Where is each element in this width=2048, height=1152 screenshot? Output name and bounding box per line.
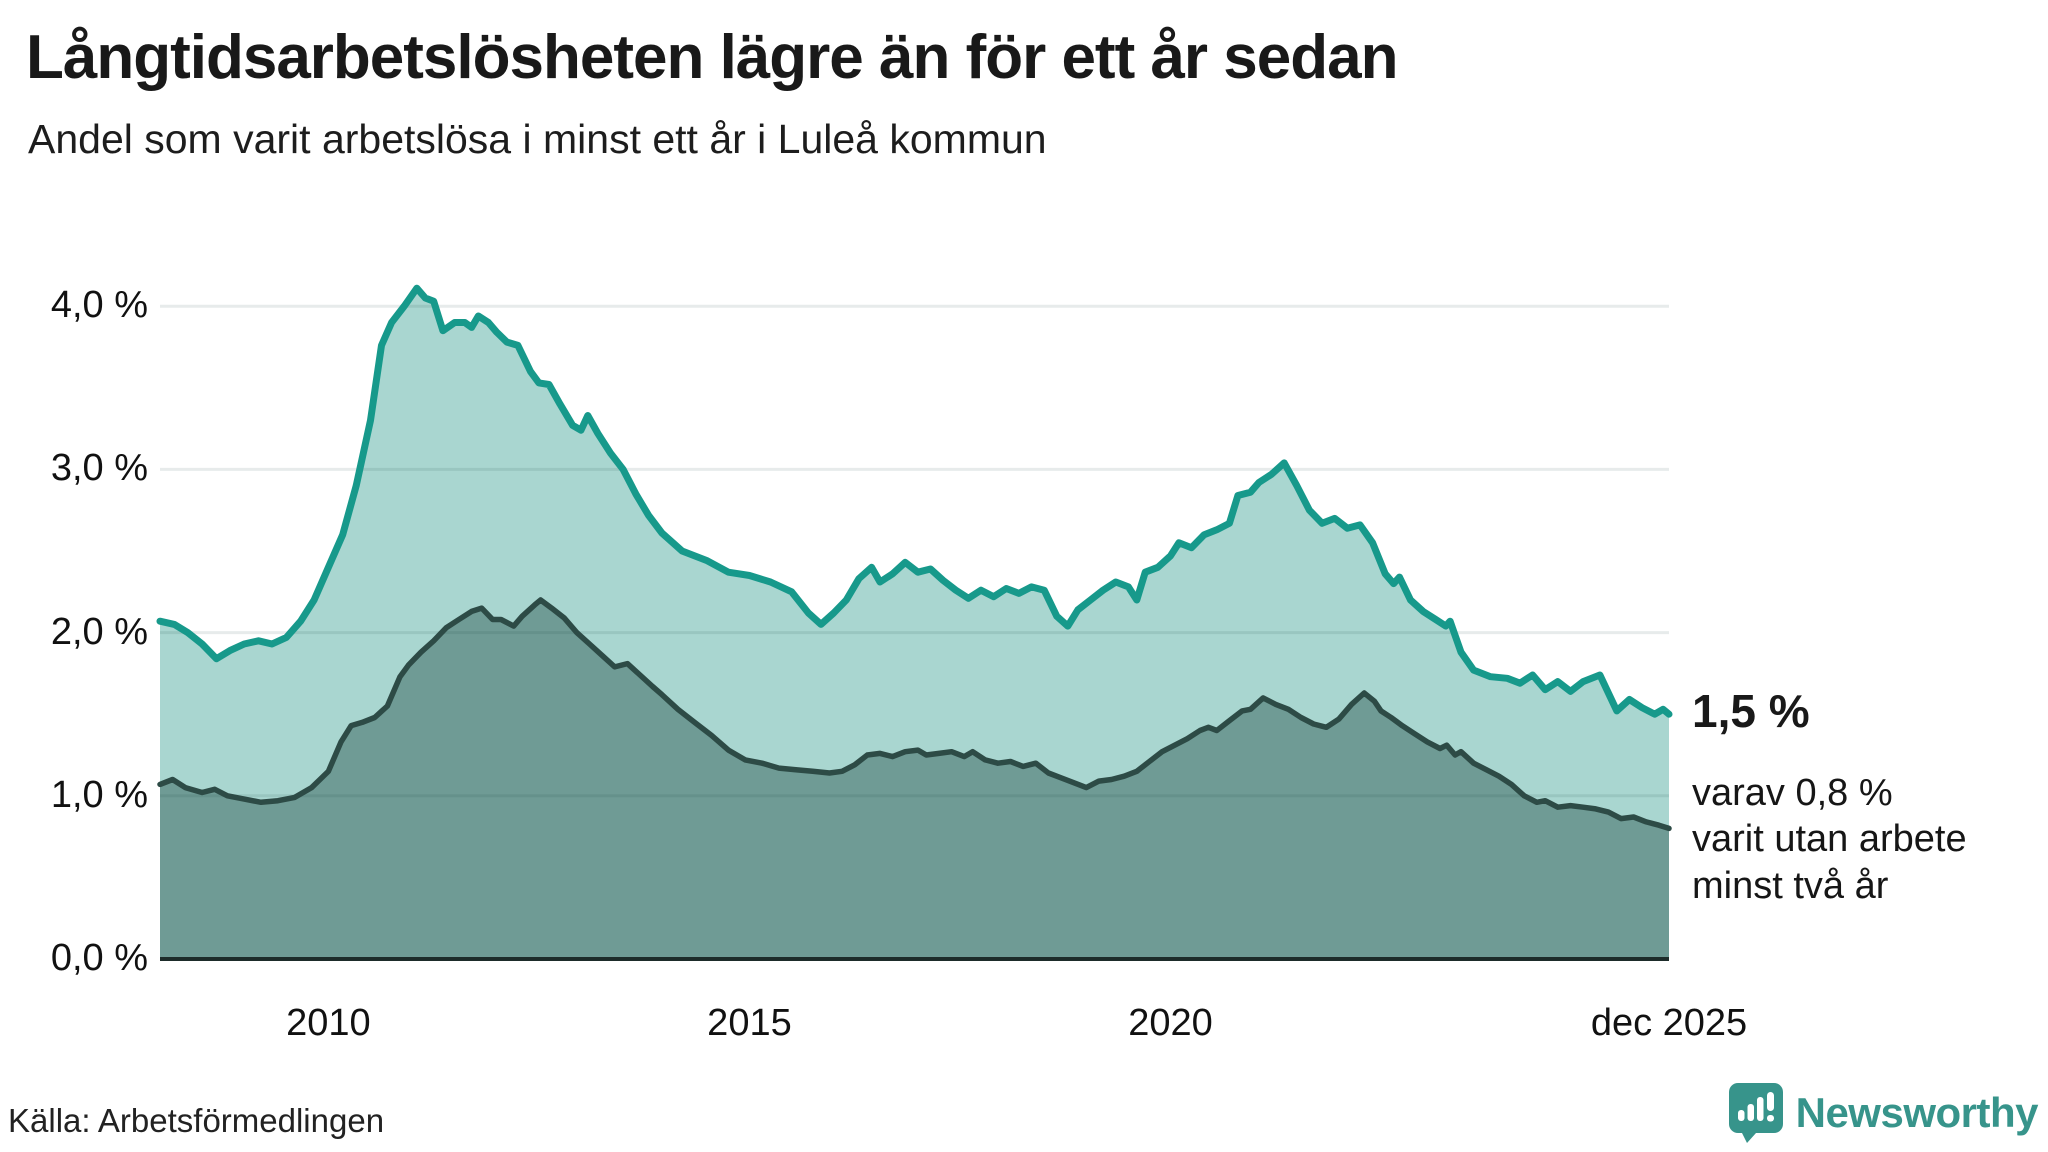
end-value-note-line1: varav 0,8 % (1692, 772, 1893, 814)
x-tick-2020: 2020 (1128, 1002, 1213, 1044)
x-tick-dec-2025: dec 2025 (1590, 1002, 1748, 1044)
logo-excl-bar (1766, 1092, 1774, 1111)
source-note: Källa: Arbetsförmedlingen (8, 1102, 385, 1139)
logo-excl-dot (1766, 1115, 1774, 1122)
page-subtitle: Andel som varit arbetslösa i minst ett å… (28, 116, 1047, 162)
area-fill-unemployed-2yr (160, 600, 1669, 959)
y-tick-3: 3,0 % (50, 447, 148, 490)
gridlines (160, 304, 1669, 798)
logo-bar-2 (1747, 1104, 1754, 1121)
end-value-note-line3: minst två år (1692, 864, 1889, 907)
page-title: Långtidsarbetslösheten lägre än för ett … (26, 23, 1398, 92)
y-tick-2: 2,0 % (50, 610, 148, 653)
logo-bar-1 (1737, 1110, 1745, 1121)
line-unemployed-1yr (156, 284, 1673, 718)
end-value-note-line2: varit utan arbete (1692, 818, 1967, 861)
newsworthy-brand: Newsworthy (1728, 1082, 2039, 1144)
logo-bar-3 (1756, 1097, 1764, 1121)
y-tick-4: 4,0 % (50, 284, 148, 327)
line-unemployed-2yr (157, 597, 1672, 832)
end-value-note: varav 0,8 % varit utan arbete minst två … (1692, 770, 1967, 909)
y-tick-0: 0,0 % (50, 937, 148, 979)
x-tick-2010: 2010 (286, 1002, 371, 1044)
logo-bubble (1728, 1083, 1783, 1143)
brand-name: Newsworthy (1795, 1089, 2039, 1136)
newsworthy-logo-icon (1728, 1083, 1783, 1143)
y-tick-1: 1,0 % (50, 773, 148, 816)
x-tick-2015: 2015 (707, 1002, 792, 1044)
end-value-label: 1,5 % (1692, 685, 1810, 737)
